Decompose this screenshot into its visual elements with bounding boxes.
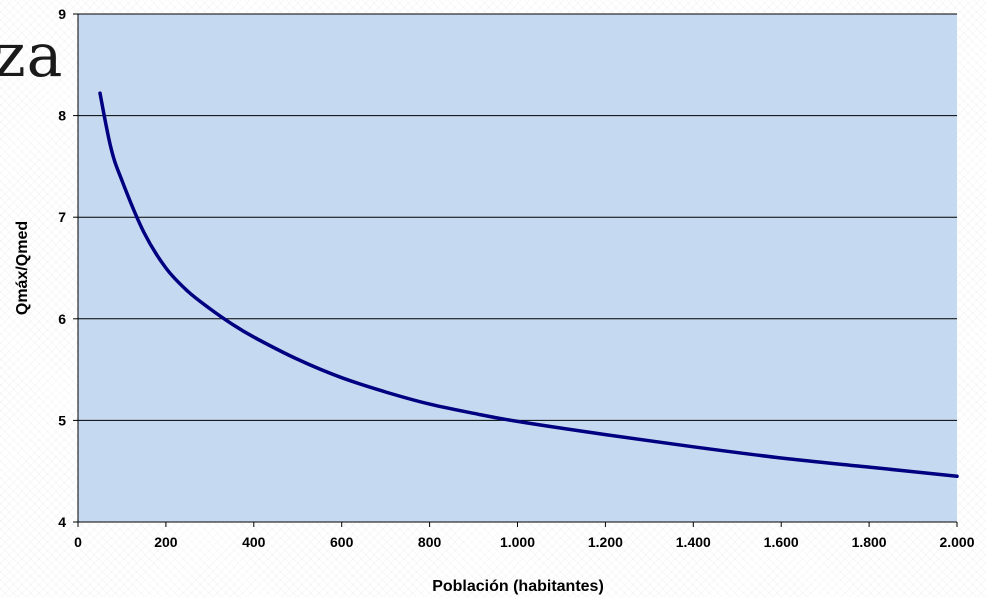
y-tick-label: 6 [58,311,66,327]
y-tick-label: 4 [58,514,66,530]
y-tick-label: 9 [58,6,66,22]
x-tick-label: 200 [154,534,178,550]
series-line [98,91,959,479]
x-axis-label: Población (habitantes) [432,578,604,595]
x-tick-label: 0 [74,534,82,550]
x-tick-label: 600 [330,534,354,550]
x-tick-label: 1.600 [764,534,799,550]
y-axis-label: Qmáx/Qmed [14,221,31,315]
x-tick-label: 2.000 [939,534,974,550]
x-tick-label: 1.800 [852,534,887,550]
x-tick-label: 1.400 [676,534,711,550]
x-tick-label: 800 [418,534,442,550]
plot-area [78,14,957,522]
x-tick-label: 1.000 [500,534,535,550]
y-tick-label: 8 [58,108,66,124]
y-tick-label: 7 [58,209,66,225]
x-tick-label: 1.200 [588,534,623,550]
background-slide-text: za [0,21,64,91]
x-tick-label: 400 [242,534,266,550]
y-tick-label: 5 [58,412,66,428]
chart-title: habitantes [420,0,660,6]
